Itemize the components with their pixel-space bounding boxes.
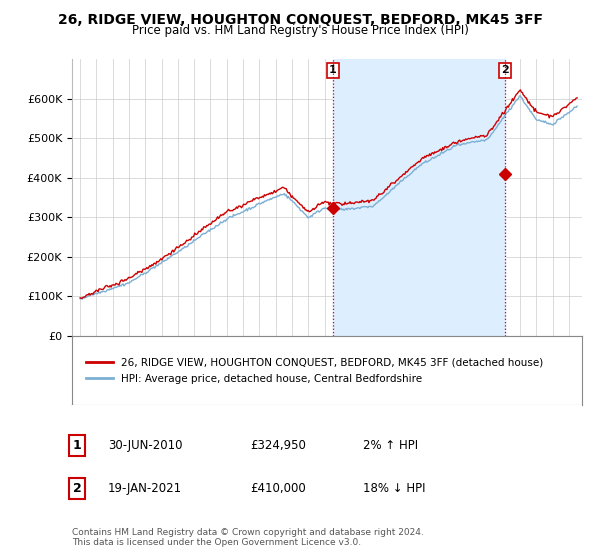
Text: 1: 1 (73, 439, 82, 452)
Legend: 26, RIDGE VIEW, HOUGHTON CONQUEST, BEDFORD, MK45 3FF (detached house), HPI: Aver: 26, RIDGE VIEW, HOUGHTON CONQUEST, BEDFO… (82, 353, 547, 388)
Bar (333, 59, 505, 336)
Text: Price paid vs. HM Land Registry's House Price Index (HPI): Price paid vs. HM Land Registry's House … (131, 24, 469, 36)
Text: 19-JAN-2021: 19-JAN-2021 (108, 482, 182, 495)
Text: 2: 2 (73, 482, 82, 495)
Text: 2% ↑ HPI: 2% ↑ HPI (362, 439, 418, 452)
Text: 2: 2 (501, 66, 508, 76)
Text: £324,950: £324,950 (251, 439, 307, 452)
Text: 18% ↓ HPI: 18% ↓ HPI (362, 482, 425, 495)
Text: £410,000: £410,000 (251, 482, 306, 495)
Text: 26, RIDGE VIEW, HOUGHTON CONQUEST, BEDFORD, MK45 3FF: 26, RIDGE VIEW, HOUGHTON CONQUEST, BEDFO… (58, 13, 542, 27)
Text: 1: 1 (329, 66, 337, 76)
Text: 30-JUN-2010: 30-JUN-2010 (108, 439, 182, 452)
Text: Contains HM Land Registry data © Crown copyright and database right 2024.
This d: Contains HM Land Registry data © Crown c… (72, 528, 424, 547)
